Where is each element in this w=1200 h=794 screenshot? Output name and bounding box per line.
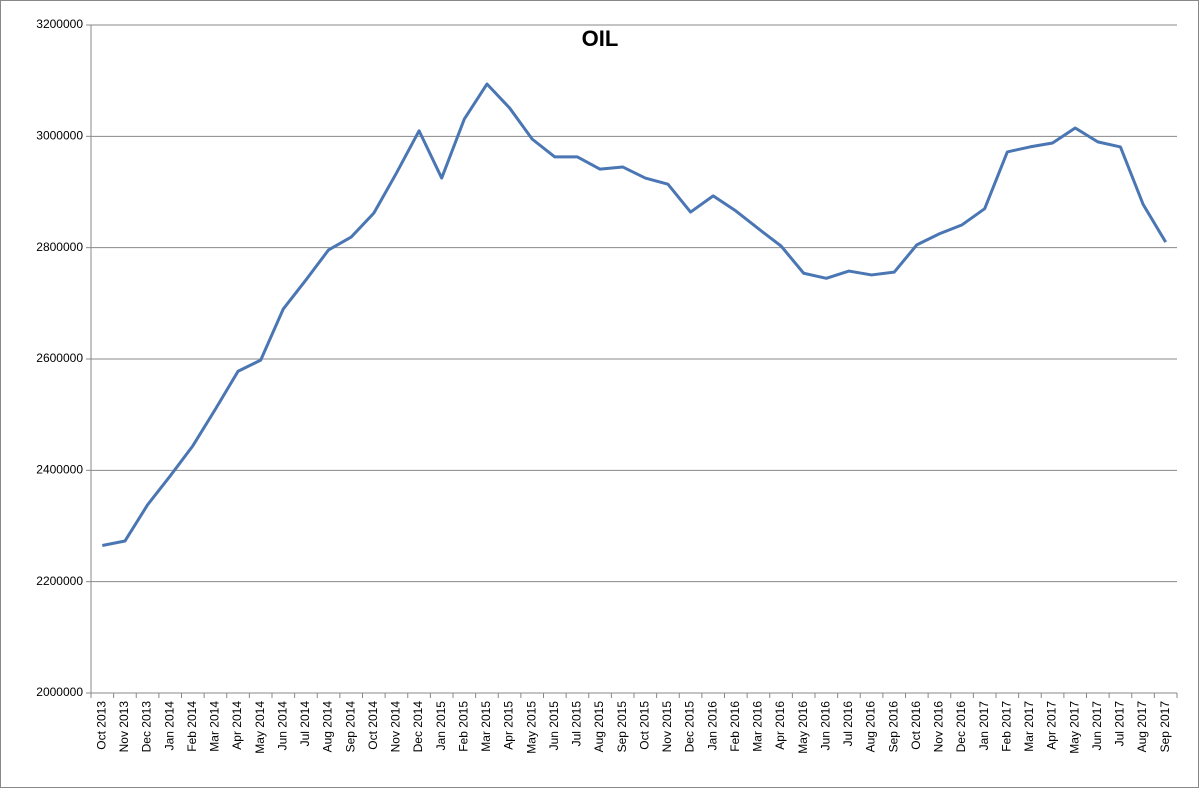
x-tick-label: Dec 2013 xyxy=(140,701,154,753)
x-tick-label: Dec 2014 xyxy=(411,701,425,753)
x-tick-label: Nov 2016 xyxy=(932,701,946,753)
x-tick-label: Mar 2017 xyxy=(1022,701,1036,752)
x-tick-label: Jan 2016 xyxy=(705,701,719,751)
x-tick-label: Mar 2016 xyxy=(751,701,765,752)
x-tick-label: Feb 2015 xyxy=(456,701,470,752)
y-tick-label: 2000000 xyxy=(36,685,83,699)
x-tick-label: Jan 2017 xyxy=(977,701,991,751)
x-tick-label: Oct 2013 xyxy=(94,701,108,750)
x-tick-label: Jan 2015 xyxy=(434,701,448,751)
y-tick-label: 3000000 xyxy=(36,129,83,143)
x-tick-label: May 2015 xyxy=(524,701,538,754)
x-tick-label: May 2014 xyxy=(253,701,267,754)
x-tick-label: Jun 2014 xyxy=(275,701,289,751)
y-tick-label: 2200000 xyxy=(36,574,83,588)
x-tick-label: Sep 2015 xyxy=(615,701,629,753)
x-tick-label: Nov 2013 xyxy=(117,701,131,753)
x-tick-label: Oct 2016 xyxy=(909,701,923,750)
x-tick-label: Jun 2016 xyxy=(818,701,832,751)
x-tick-label: Aug 2015 xyxy=(592,701,606,753)
x-tick-label: Jul 2017 xyxy=(1113,701,1127,747)
x-tick-label: Oct 2014 xyxy=(366,701,380,750)
x-tick-label: Mar 2014 xyxy=(208,701,222,752)
x-tick-label: Nov 2014 xyxy=(389,701,403,753)
x-tick-label: Aug 2016 xyxy=(864,701,878,753)
y-tick-label: 2800000 xyxy=(36,240,83,254)
x-tick-label: Dec 2015 xyxy=(683,701,697,753)
x-tick-label: Nov 2015 xyxy=(660,701,674,753)
x-tick-label: Feb 2014 xyxy=(185,701,199,752)
x-tick-label: Jun 2015 xyxy=(547,701,561,751)
x-tick-label: Jan 2014 xyxy=(162,701,176,751)
x-tick-label: Mar 2015 xyxy=(479,701,493,752)
x-tick-label: Jul 2015 xyxy=(570,701,584,747)
x-tick-label: Apr 2017 xyxy=(1045,701,1059,750)
x-tick-label: Aug 2017 xyxy=(1135,701,1149,753)
x-tick-label: Oct 2015 xyxy=(637,701,651,750)
x-tick-label: May 2016 xyxy=(796,701,810,754)
x-tick-label: Feb 2017 xyxy=(999,701,1013,752)
x-tick-label: Apr 2014 xyxy=(230,701,244,750)
x-tick-label: Sep 2016 xyxy=(886,701,900,753)
x-tick-label: Jul 2016 xyxy=(841,701,855,747)
x-tick-label: Feb 2016 xyxy=(728,701,742,752)
x-tick-label: Jun 2017 xyxy=(1090,701,1104,751)
x-tick-label: Aug 2014 xyxy=(321,701,335,753)
y-tick-label: 2600000 xyxy=(36,351,83,365)
y-tick-label: 3200000 xyxy=(36,17,83,31)
x-tick-label: Sep 2017 xyxy=(1158,701,1172,753)
line xyxy=(102,82,1167,547)
y-tick-label: 2400000 xyxy=(36,463,83,477)
x-tick-label: Apr 2015 xyxy=(502,701,516,750)
x-tick-label: Sep 2014 xyxy=(343,701,357,753)
x-tick-label: Apr 2016 xyxy=(773,701,787,750)
x-tick-label: Jul 2014 xyxy=(298,701,312,747)
chart-title: OIL xyxy=(582,26,619,51)
x-tick-label: Dec 2016 xyxy=(954,701,968,753)
x-tick-label: May 2017 xyxy=(1067,701,1081,754)
